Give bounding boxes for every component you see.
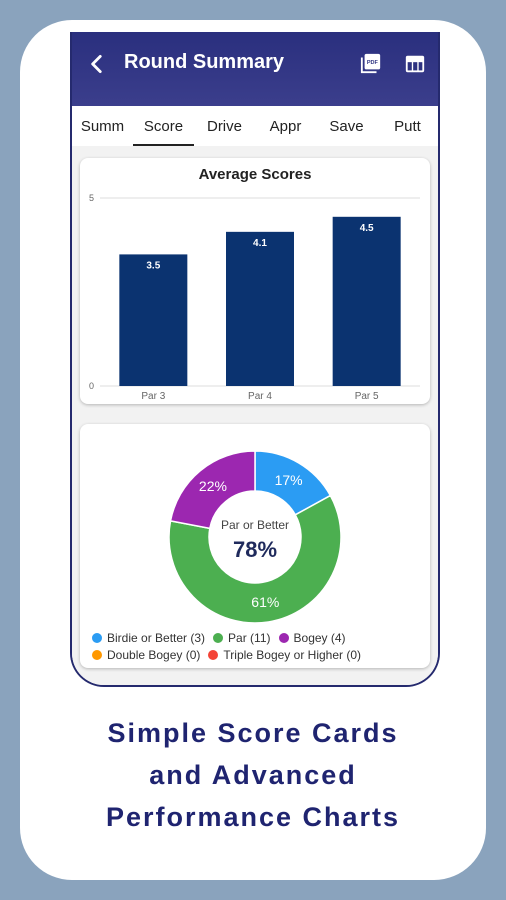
y-tick-label: 0 — [89, 381, 94, 391]
slice-percent-label: 17% — [275, 472, 303, 488]
donut-legend: Birdie or Better (3) Par (11) Bogey (4) Dou… — [92, 629, 426, 663]
donut-center-value: 78% — [233, 537, 277, 562]
legend-label: Par (11) — [228, 630, 271, 645]
svg-text:PDF: PDF — [367, 60, 379, 66]
tab-appr[interactable]: Appr — [269, 118, 302, 135]
tab-drive[interactable]: Drive — [206, 118, 242, 135]
tab-summ[interactable]: Summ — [80, 118, 125, 135]
legend-item[interactable]: Triple Bogey or Higher (0) — [208, 648, 361, 662]
legend-item[interactable]: Birdie or Better (3) — [92, 631, 205, 645]
page-title: Round Summary — [124, 51, 285, 73]
donut-slice-par[interactable] — [168, 494, 342, 624]
x-tick-label: Par 4 — [248, 391, 272, 402]
legend-label: Birdie or Better (3) — [107, 630, 206, 645]
legend-dot-icon — [278, 632, 289, 643]
bar-par-4[interactable] — [226, 231, 294, 386]
donut-chart: 17% 61% 22% Par or Better 78% — [168, 450, 342, 624]
legend-item[interactable]: Double Bogey (0) — [92, 648, 200, 662]
legend-dot-icon — [208, 649, 219, 660]
donut-center-label: Par or Better — [221, 518, 289, 532]
legend-dot-icon — [92, 632, 102, 643]
legend-label: Bogey (4) — [293, 630, 346, 645]
legend-item[interactable]: Bogey (4) — [278, 630, 346, 645]
tab-score[interactable]: Score — [133, 106, 194, 146]
slice-percent-label: 61% — [251, 594, 279, 610]
bar-chart: 0 5 3.5 Par 3 4.1 Par 4 4.5 Par 5 — [89, 193, 420, 402]
score-distribution-card: 17% 61% 22% Par or Better 78% Birdie or Bett… — [80, 424, 430, 668]
legend-label: Triple Bogey or Higher (0) — [223, 647, 361, 662]
legend-row: Birdie or Better (3) Par (11) Bogey (4) — [92, 629, 426, 646]
bar-value-label: 4.1 — [253, 238, 267, 249]
tab-save[interactable]: Save — [329, 118, 364, 135]
tagline-line-1: Simple Score Cards — [107, 718, 399, 748]
x-tick-label: Par 5 — [355, 391, 379, 402]
tab-bar: Summ Score Drive Appr Save Putt — [72, 106, 438, 146]
legend-row: Double Bogey (0) Triple Bogey or Higher (… — [92, 646, 426, 663]
x-tick-label: Par 3 — [141, 391, 165, 402]
y-tick-label: 5 — [89, 193, 94, 203]
legend-item[interactable]: Par (11) — [213, 630, 271, 645]
bar-value-label: 3.5 — [146, 260, 160, 271]
bar-value-label: 4.5 — [360, 223, 374, 234]
phone-frame: Round Summary PDF Summ Score Drive Appr Save… — [70, 32, 440, 687]
average-scores-card: Average Scores 0 5 3.5 Par 3 4.1 Par 4 4.5 Par … — [80, 158, 430, 404]
legend-dot-icon — [92, 649, 102, 660]
legend-label: Double Bogey (0) — [107, 647, 201, 662]
tab-putt[interactable]: Putt — [394, 118, 421, 135]
donut-slice-bogey[interactable] — [169, 450, 256, 530]
tagline-line-3: Performance Charts — [105, 802, 401, 832]
slice-percent-label: 22% — [199, 478, 227, 494]
bar-par-3[interactable] — [119, 254, 188, 386]
bar-chart-title: Average Scores — [198, 166, 312, 183]
back-arrow-icon[interactable] — [84, 51, 110, 77]
tagline-line-2: and Advanced — [149, 760, 357, 790]
bar-par-5[interactable] — [332, 216, 401, 386]
app-bar: Round Summary PDF — [72, 32, 438, 106]
table-icon[interactable] — [404, 53, 426, 75]
legend-dot-icon — [213, 632, 224, 643]
pdf-icon[interactable]: PDF — [360, 52, 382, 74]
